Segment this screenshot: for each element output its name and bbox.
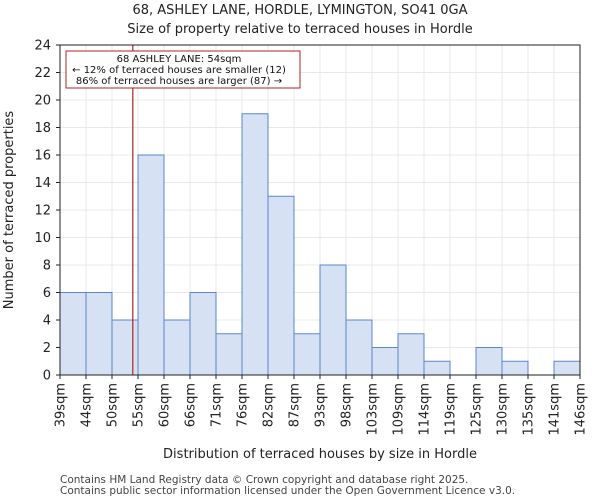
y-tick-label: 20: [34, 94, 51, 109]
y-tick-label: 22: [34, 66, 51, 81]
x-tick-label: 114sqm: [418, 383, 433, 436]
histogram-bar: [319, 264, 347, 376]
histogram-bar: [137, 154, 165, 376]
footer-line-1: Contains HM Land Registry data © Crown c…: [60, 474, 468, 486]
histogram-bar: [423, 360, 451, 376]
x-tick-label: 82sqm: [262, 383, 277, 427]
x-tick-label: 119sqm: [444, 383, 459, 436]
x-tick-label: 39sqm: [54, 383, 69, 427]
x-tick-label: 50sqm: [106, 383, 121, 427]
x-tick-label: 60sqm: [158, 383, 173, 427]
x-tick-label: 141sqm: [548, 383, 563, 436]
x-tick-label: 55sqm: [132, 383, 147, 427]
y-tick-label: 14: [34, 176, 51, 191]
histogram-bar: [85, 292, 113, 376]
x-tick-label: 130sqm: [496, 383, 511, 436]
histogram-bar: [475, 347, 503, 376]
histogram-bar: [59, 292, 87, 376]
y-tick-label: 4: [43, 314, 51, 329]
y-tick-label: 6: [43, 286, 51, 301]
y-tick-label: 16: [34, 149, 51, 164]
chart-subtitle: Size of property relative to terraced ho…: [127, 22, 472, 37]
x-tick-label: 109sqm: [392, 383, 407, 436]
histogram-bar: [267, 195, 295, 376]
x-tick-label: 87sqm: [288, 383, 303, 427]
y-tick-label: 0: [43, 369, 51, 384]
chart-title: 68, ASHLEY LANE, HORDLE, LYMINGTON, SO41…: [132, 3, 467, 18]
histogram-bar: [553, 360, 581, 376]
histogram-bar: [293, 333, 321, 376]
x-tick-label: 135sqm: [522, 383, 537, 436]
histogram-bar: [111, 319, 139, 376]
x-tick-label: 76sqm: [236, 383, 251, 427]
y-tick-label: 8: [43, 259, 51, 274]
annotation-box: [65, 50, 301, 89]
histogram-bar: [241, 113, 269, 376]
histogram-bar: [397, 333, 425, 376]
x-tick-label: 93sqm: [314, 383, 329, 427]
histogram-bar: [163, 319, 191, 376]
x-tick-label: 44sqm: [80, 383, 95, 427]
footer-line-2: Contains public sector information licen…: [60, 485, 515, 497]
x-tick-label: 103sqm: [366, 383, 381, 436]
x-tick-label: 98sqm: [340, 383, 355, 427]
histogram-bar: [189, 292, 217, 376]
x-tick-label: 125sqm: [470, 383, 485, 436]
x-tick-label: 71sqm: [210, 383, 225, 427]
y-axis-label: Number of terraced properties: [2, 111, 17, 310]
y-tick-label: 18: [34, 121, 51, 136]
histogram-bar: [371, 347, 399, 376]
histogram-bar: [345, 319, 373, 376]
x-axis-label: Distribution of terraced houses by size …: [163, 447, 477, 462]
bars: [59, 113, 581, 376]
y-tick-label: 2: [43, 341, 51, 356]
annotation-line: 68 ASHLEY LANE: 54sqm: [117, 54, 242, 65]
marker-layer: 68 ASHLEY LANE: 54sqm← 12% of terraced h…: [65, 45, 301, 375]
annotation-line: ← 12% of terraced houses are smaller (12…: [72, 65, 286, 76]
annotation-line: 86% of terraced houses are larger (87) →: [76, 76, 282, 87]
y-tick-label: 10: [34, 231, 51, 246]
y-tick-label: 12: [34, 204, 51, 219]
x-axis: 39sqm 44sqm 50sqm 55sqm 60sqm 66sqm 71sqm 76sqm…: [54, 375, 589, 436]
histogram-bar: [501, 360, 529, 376]
x-tick-label: 66sqm: [184, 383, 199, 427]
histogram-bar: [215, 333, 243, 376]
x-tick-label: 146sqm: [574, 383, 589, 436]
y-tick-label: 24: [34, 39, 51, 54]
